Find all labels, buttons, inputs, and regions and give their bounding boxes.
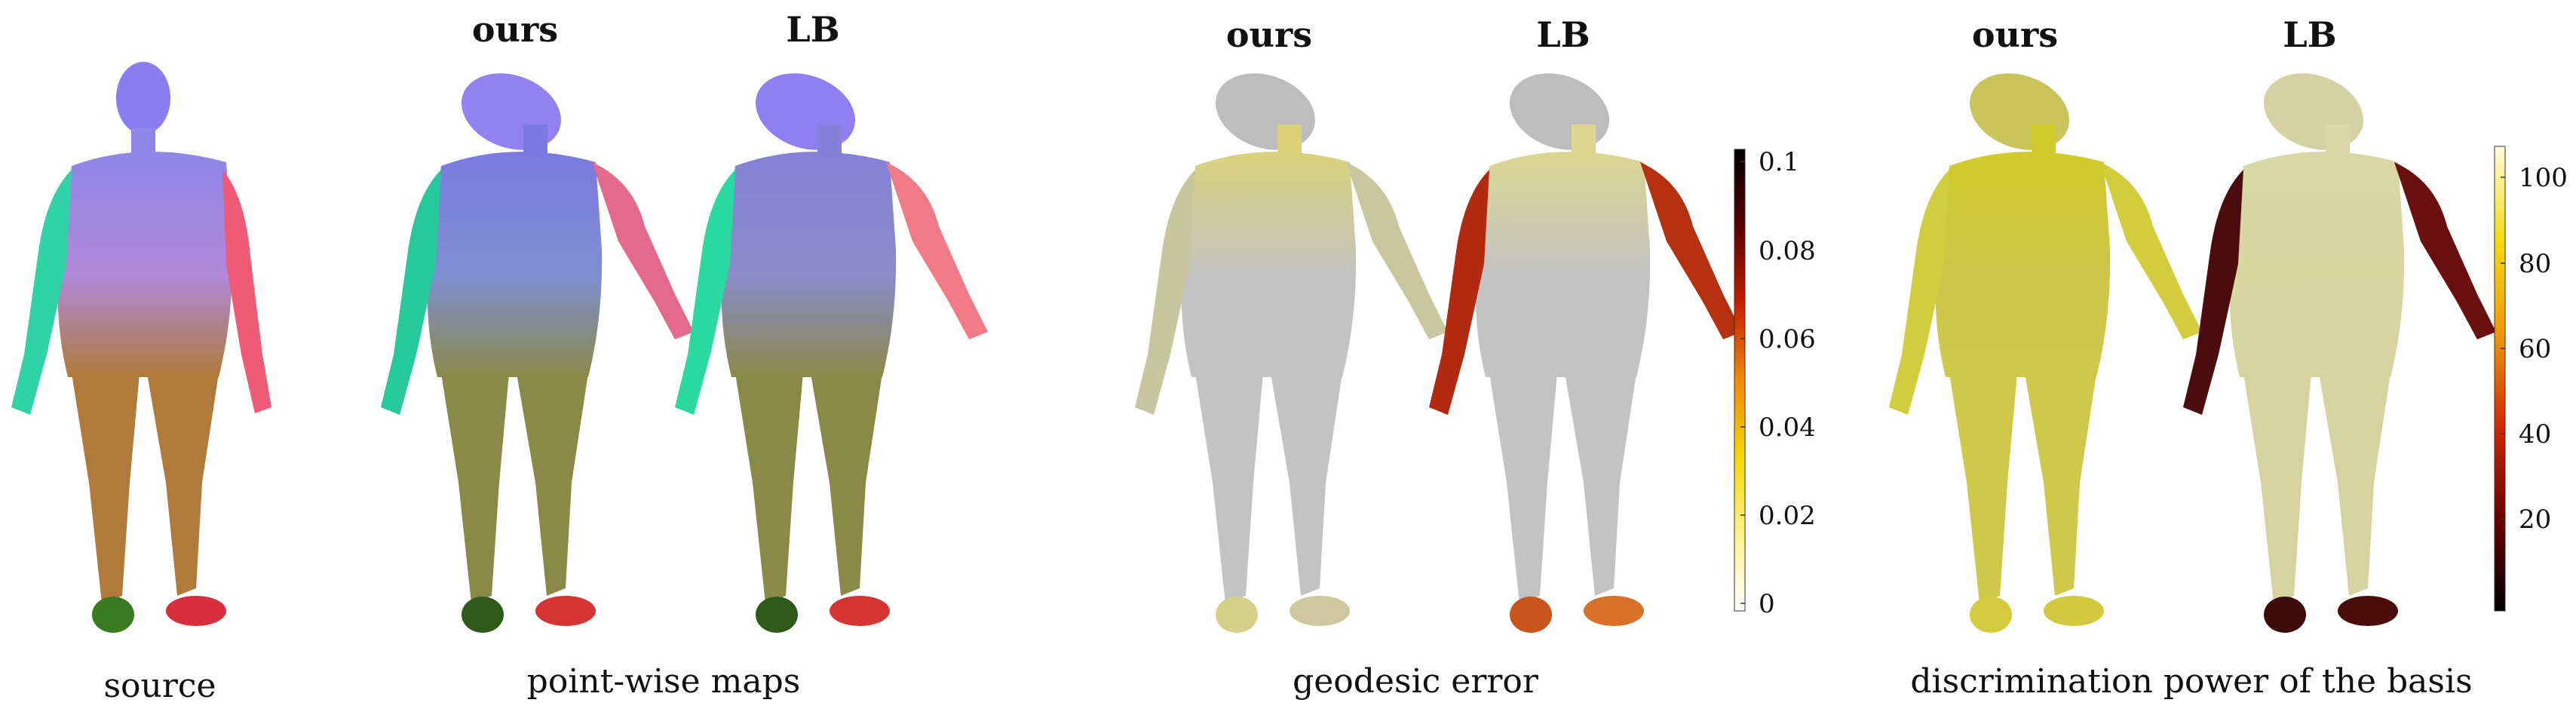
- lb-discrimination-figure: [2183, 73, 2496, 633]
- colorbar-tick-label: 20: [2519, 505, 2551, 535]
- ours-map-figure: [381, 73, 694, 633]
- header-discrimination-ours: ours: [1972, 14, 2058, 55]
- right-leg: [517, 373, 588, 596]
- left-arm: [11, 170, 72, 415]
- right-arm: [1640, 162, 1742, 339]
- left-arm: [1889, 170, 1949, 415]
- header-maps-ours: ours: [472, 9, 558, 50]
- lb-map-figure: [675, 73, 988, 633]
- left-arm: [675, 170, 735, 415]
- source-figure: [11, 62, 271, 633]
- torso: [1181, 152, 1357, 377]
- head: [1970, 73, 2069, 150]
- left-arm: [1135, 170, 1195, 415]
- right-foot: [166, 596, 226, 626]
- right-leg: [2025, 373, 2096, 596]
- left-foot: [1510, 597, 1552, 633]
- left-arm: [2183, 170, 2243, 415]
- colorbar-geodesic-error: 0.1 0.08 0.06 0.04 0.02 0: [1734, 147, 1816, 619]
- neck: [1572, 124, 1596, 155]
- right-arm: [2100, 162, 2202, 339]
- right-leg: [1565, 373, 1636, 596]
- left-leg: [1949, 373, 2017, 603]
- left-leg: [2243, 373, 2311, 603]
- right-arm: [1346, 162, 1448, 339]
- header-geodesic-lb: LB: [1536, 14, 1590, 55]
- right-arm: [2394, 162, 2496, 339]
- colorbar-tick-label: 80: [2519, 249, 2551, 279]
- colorbar-tick-label: 100: [2519, 163, 2568, 193]
- header-discrimination-lb: LB: [2283, 14, 2336, 55]
- colorbar-tick-label: 0.04: [1759, 413, 1816, 443]
- left-foot: [92, 597, 134, 633]
- caption-geodesic-error: geodesic error: [1293, 662, 1539, 701]
- caption-source: source: [103, 667, 216, 705]
- torso: [721, 152, 897, 377]
- head: [756, 73, 855, 150]
- left-leg: [1195, 373, 1263, 603]
- left-arm: [381, 170, 441, 415]
- head: [1216, 73, 1315, 150]
- colorbar-tick-label: 60: [2519, 334, 2551, 364]
- left-foot: [462, 597, 504, 633]
- ours-geodesic-figure: [1135, 73, 1448, 633]
- colorbar-discrimination-gradient: [2494, 146, 2506, 612]
- right-leg: [811, 373, 882, 596]
- neck: [523, 124, 547, 155]
- right-foot: [1290, 596, 1350, 626]
- colorbar-tick-label: 0.02: [1759, 501, 1816, 531]
- right-foot: [830, 596, 890, 626]
- head: [2264, 73, 2363, 150]
- left-leg: [735, 373, 803, 603]
- right-leg: [2319, 373, 2390, 596]
- head: [462, 73, 561, 150]
- header-maps-lb: LB: [786, 9, 839, 50]
- right-foot: [535, 596, 596, 626]
- right-leg: [147, 373, 219, 596]
- torso: [57, 152, 233, 377]
- left-foot: [756, 597, 798, 633]
- right-foot: [2044, 596, 2104, 626]
- left-foot: [1216, 597, 1258, 633]
- right-arm: [886, 162, 988, 339]
- colorbar-tick-label: 0.08: [1759, 236, 1816, 266]
- right-foot: [2338, 596, 2398, 626]
- left-leg: [441, 373, 509, 603]
- colorbar-tick-label: 0.06: [1759, 324, 1816, 354]
- right-leg: [1271, 373, 1342, 596]
- left-arm: [1429, 170, 1489, 415]
- head: [1510, 73, 1609, 150]
- colorbar-geodesic-gradient: [1734, 149, 1746, 612]
- caption-discrimination-power: discrimination power of the basis: [1910, 662, 2472, 701]
- lb-geodesic-figure: [1429, 73, 1742, 633]
- neck: [1277, 124, 1302, 155]
- colorbar-tick-label: 40: [2519, 419, 2551, 450]
- caption-point-wise-maps: point-wise maps: [527, 662, 801, 701]
- colorbar-tick-label: 0: [1759, 589, 1775, 619]
- left-leg: [72, 373, 140, 603]
- right-arm: [222, 170, 271, 413]
- neck: [2032, 124, 2056, 155]
- left-foot: [1970, 597, 2012, 633]
- ours-discrimination-figure: [1889, 73, 2202, 633]
- body-figures: [11, 62, 2496, 633]
- colorbar-tick-label: 0.1: [1759, 147, 1799, 177]
- right-foot: [1584, 596, 1644, 626]
- header-geodesic-ours: ours: [1226, 14, 1312, 55]
- torso: [1935, 152, 2111, 377]
- left-foot: [2264, 597, 2306, 633]
- torso: [2229, 152, 2405, 377]
- head: [116, 62, 170, 134]
- torso: [1475, 152, 1651, 377]
- right-arm: [592, 162, 694, 339]
- torso: [427, 152, 603, 377]
- neck: [817, 124, 842, 155]
- left-leg: [1489, 373, 1557, 603]
- colorbar-discrimination-power: 100 80 60 40 20: [2494, 146, 2568, 612]
- neck: [2326, 124, 2350, 155]
